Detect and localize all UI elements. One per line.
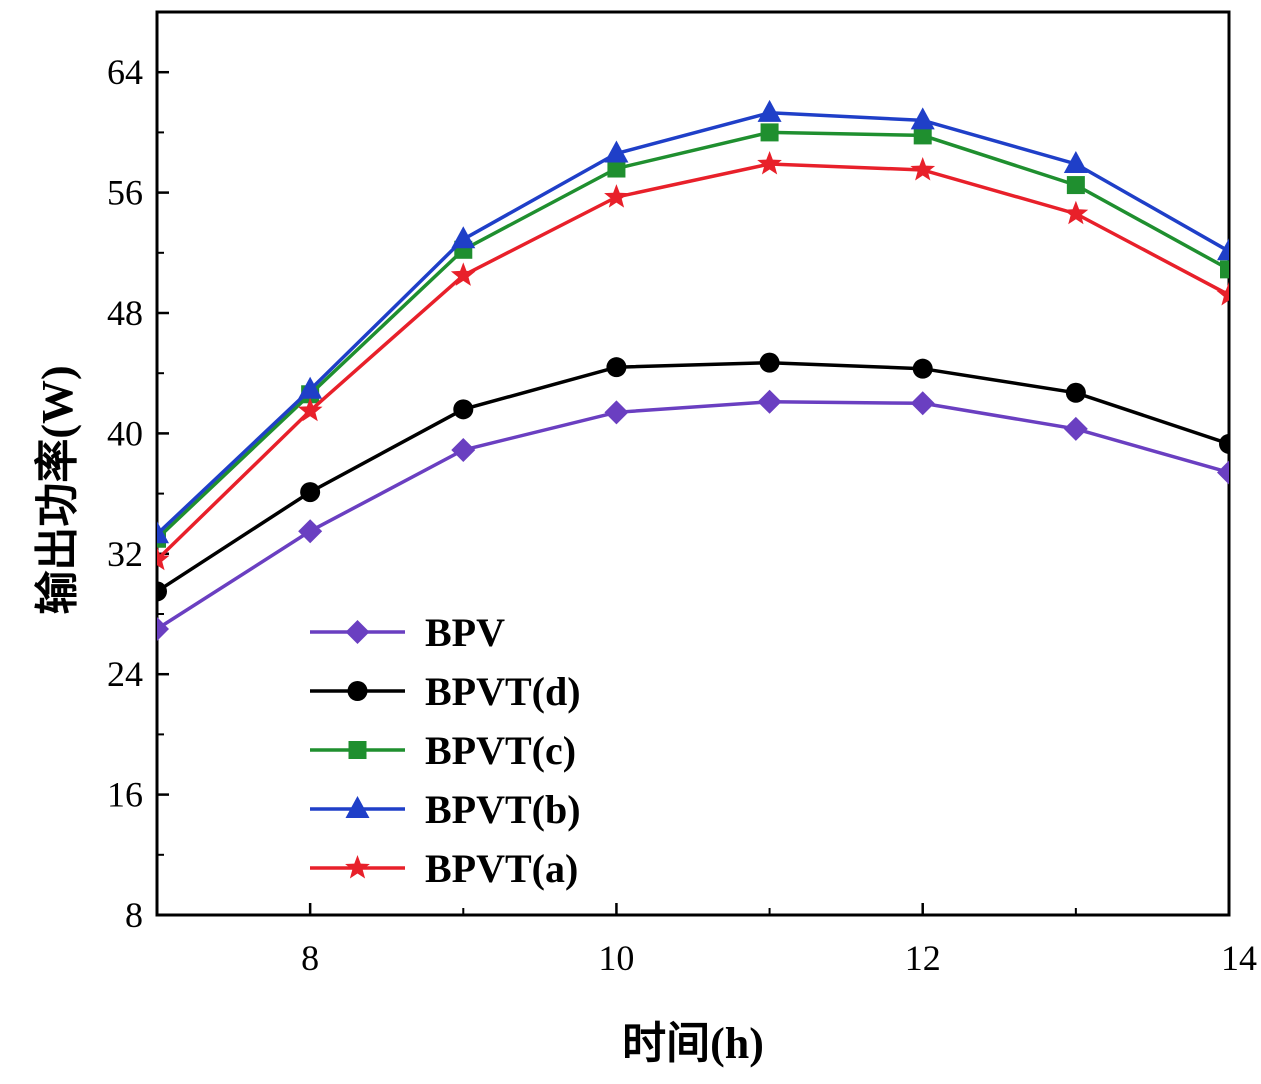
- series-line: [157, 111, 1229, 536]
- data-point: [1065, 382, 1086, 403]
- data-point: [912, 358, 933, 379]
- legend-marker: [345, 796, 370, 818]
- series-layer: [157, 99, 1229, 642]
- x-tick-label: 10: [598, 938, 634, 978]
- y-tick-label: 24: [107, 654, 143, 694]
- data-point: [300, 482, 321, 503]
- data-point: [604, 184, 629, 208]
- data-point: [910, 391, 935, 416]
- series-bpvtd: [157, 352, 1229, 602]
- data-point: [910, 107, 935, 130]
- y-axis: 8 16 24 32 40 48 56 64: [107, 52, 169, 935]
- data-point: [757, 99, 782, 122]
- data-point: [157, 581, 167, 602]
- legend-label: BPVT(a): [425, 846, 578, 891]
- data-point: [297, 397, 323, 422]
- y-tick-label: 32: [107, 534, 143, 574]
- legend-marker: [345, 855, 370, 879]
- data-point: [759, 352, 780, 373]
- data-point: [1219, 433, 1229, 454]
- y-tick-label: 48: [107, 293, 143, 333]
- y-tick-label: 56: [107, 173, 143, 213]
- series-line: [157, 400, 1229, 631]
- data-point: [1066, 176, 1085, 195]
- y-tick-label: 40: [107, 413, 143, 453]
- y-axis-title: 输出功率(W): [33, 365, 82, 614]
- data-point: [157, 617, 169, 642]
- plot-area: [155, 10, 1231, 917]
- series-line: [157, 360, 1229, 593]
- legend-marker: [347, 681, 368, 701]
- y-tick-label: 8: [125, 895, 143, 935]
- series-line: [157, 162, 1229, 562]
- data-point: [757, 389, 782, 414]
- data-point: [1063, 416, 1088, 441]
- legend-item: BPVT(d): [310, 669, 581, 714]
- data-point: [451, 437, 476, 462]
- series-bpv: [157, 389, 1229, 642]
- data-point: [157, 521, 169, 544]
- legend-item: BPVT(c): [310, 728, 576, 773]
- legend-label: BPVT(d): [425, 669, 581, 714]
- x-axis: 8 10 12 14: [301, 903, 1257, 978]
- series-bpvta: [157, 151, 1229, 571]
- x-tick-label: 14: [1221, 938, 1257, 978]
- legend-label: BPVT(b): [425, 787, 581, 832]
- data-point: [607, 159, 626, 178]
- data-point: [1063, 151, 1088, 174]
- legend-item: BPV: [310, 610, 505, 655]
- data-point: [760, 123, 779, 142]
- series-bpvtb: [157, 99, 1229, 544]
- plot-border: [155, 10, 1231, 917]
- data-point: [298, 519, 323, 544]
- x-tick-label: 8: [301, 938, 319, 978]
- data-point: [298, 376, 323, 399]
- data-point: [451, 226, 476, 249]
- data-point: [604, 400, 629, 425]
- data-point: [1217, 460, 1229, 485]
- data-point: [157, 546, 170, 571]
- data-point: [450, 262, 476, 286]
- x-tick-label: 12: [905, 938, 941, 978]
- y-tick-label: 64: [107, 52, 143, 92]
- data-point: [1063, 200, 1089, 225]
- data-point: [604, 140, 629, 163]
- legend-marker: [345, 620, 370, 644]
- data-point: [1217, 238, 1229, 261]
- data-point: [606, 357, 627, 378]
- legend-item: BPVT(b): [310, 787, 581, 832]
- data-point: [1216, 281, 1229, 306]
- data-point: [453, 399, 474, 420]
- data-point: [913, 126, 932, 145]
- legend-item: BPVT(a): [310, 846, 578, 891]
- legend-label: BPV: [425, 610, 505, 655]
- legend-label: BPVT(c): [425, 728, 576, 773]
- series-line: [157, 130, 1229, 541]
- legend: BPV BPVT(d) BPVT(c) BPVT(b) BPVT(a): [310, 610, 581, 891]
- data-point: [1220, 260, 1229, 279]
- x-axis-title: 时间(h): [622, 1019, 764, 1068]
- y-tick-label: 16: [107, 775, 143, 815]
- data-point: [757, 151, 782, 175]
- data-point: [910, 157, 936, 181]
- legend-marker: [348, 741, 367, 759]
